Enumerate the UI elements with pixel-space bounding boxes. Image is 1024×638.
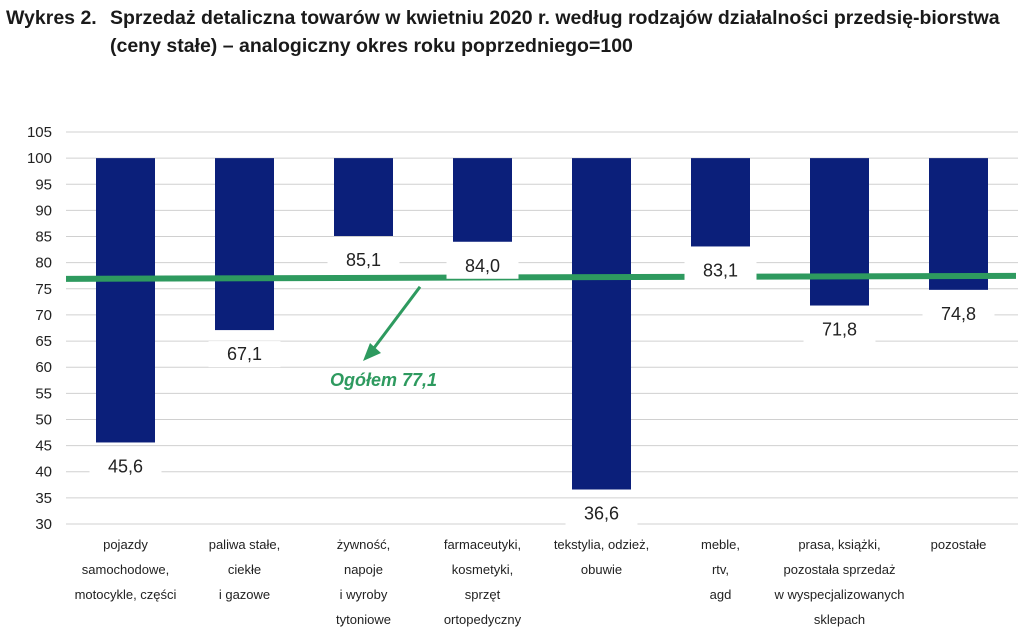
chart-title-prefix: Wykres 2.: [6, 7, 97, 29]
y-tick-label: 95: [35, 176, 52, 193]
bar: [572, 158, 631, 490]
bar: [810, 158, 869, 306]
y-axis-labels: 105 100 95 90 85 80 75 70 65 60 55 50 45 40 35 30: [27, 124, 52, 533]
y-tick-label: 45: [35, 438, 52, 455]
bar: [929, 158, 988, 290]
y-tick-label: 35: [35, 490, 52, 507]
data-label: 84,0: [465, 256, 500, 276]
category-label: i wyroby: [340, 587, 388, 602]
data-label-background: [684, 257, 757, 284]
category-label: tytoniowe: [336, 612, 391, 627]
category-label: żywność,: [337, 537, 390, 552]
data-label: 36,6: [584, 504, 619, 524]
category-label: i gazowe: [219, 587, 270, 602]
data-label-background: [89, 453, 162, 480]
category-label: meble,: [701, 537, 740, 552]
bar: [334, 158, 393, 237]
data-label: 74,8: [941, 304, 976, 324]
category-label: pozostała sprzedaż: [783, 562, 895, 577]
data-label: 67,1: [227, 344, 262, 364]
reference-arrow-head: [363, 343, 381, 361]
category-label: rtv,: [712, 562, 729, 577]
y-tick-label: 60: [35, 359, 52, 376]
category-label: tekstylia, odzież,: [554, 537, 649, 552]
category-label: samochodowe,: [82, 562, 169, 577]
y-tick-label: 50: [35, 411, 52, 428]
y-tick-label: 100: [27, 150, 52, 167]
category-label: obuwie: [581, 562, 622, 577]
data-label: 85,1: [346, 250, 381, 270]
reference-line-group: Ogółem 77,1: [65, 272, 1017, 390]
category-label: kosmetyki,: [452, 562, 513, 577]
data-label-background: [446, 252, 519, 279]
chart-title-text: Sprzedaż detaliczna towarów w kwietniu 2…: [110, 7, 1000, 57]
data-labels: 45,6 67,1 85,1 84,0 36,6 83,1 71,8 74,8: [89, 247, 995, 527]
x-axis-labels: pojazdy samochodowe, motocykle, części pali…: [75, 537, 987, 627]
category-label: ortopedyczny: [444, 612, 522, 627]
data-label-background: [565, 500, 638, 527]
y-tick-label: 85: [35, 229, 52, 246]
bar: [96, 158, 155, 443]
reference-arrow-shaft: [366, 285, 422, 357]
y-tick-label: 70: [35, 307, 52, 324]
y-tick-label: 40: [35, 464, 52, 481]
category-label: w wyspecjalizowanych: [773, 587, 904, 602]
category-label: paliwa stałe,: [209, 537, 281, 552]
category-label: agd: [710, 587, 732, 602]
y-tick-label: 30: [35, 516, 52, 533]
reference-line: [65, 272, 1017, 282]
category-label: sklepach: [814, 612, 865, 627]
data-label: 71,8: [822, 320, 857, 340]
category-label: prasa, książki,: [798, 537, 880, 552]
y-tick-label: 90: [35, 202, 52, 219]
reference-label: Ogółem 77,1: [330, 370, 437, 390]
bars: [96, 158, 988, 490]
category-label: farmaceutyki,: [444, 537, 521, 552]
category-label: pozostałe: [931, 537, 987, 552]
bar: [453, 158, 512, 242]
data-label: 83,1: [703, 260, 738, 280]
category-label: pojazdy: [103, 537, 148, 552]
y-tick-label: 80: [35, 255, 52, 272]
bar: [215, 158, 274, 331]
category-label: sprzęt: [465, 587, 501, 602]
y-tick-label: 105: [27, 124, 52, 141]
data-label: 45,6: [108, 456, 143, 476]
category-label: napoje: [344, 562, 383, 577]
y-tick-label: 75: [35, 281, 52, 298]
data-label-background: [922, 300, 995, 327]
category-label: ciekłe: [228, 562, 261, 577]
data-label-background: [803, 316, 876, 343]
data-label-background: [208, 341, 281, 368]
data-label-background: [327, 247, 400, 274]
bar: [691, 158, 750, 247]
category-label: motocykle, części: [75, 587, 177, 602]
y-tick-label: 55: [35, 385, 52, 402]
y-tick-label: 65: [35, 333, 52, 350]
